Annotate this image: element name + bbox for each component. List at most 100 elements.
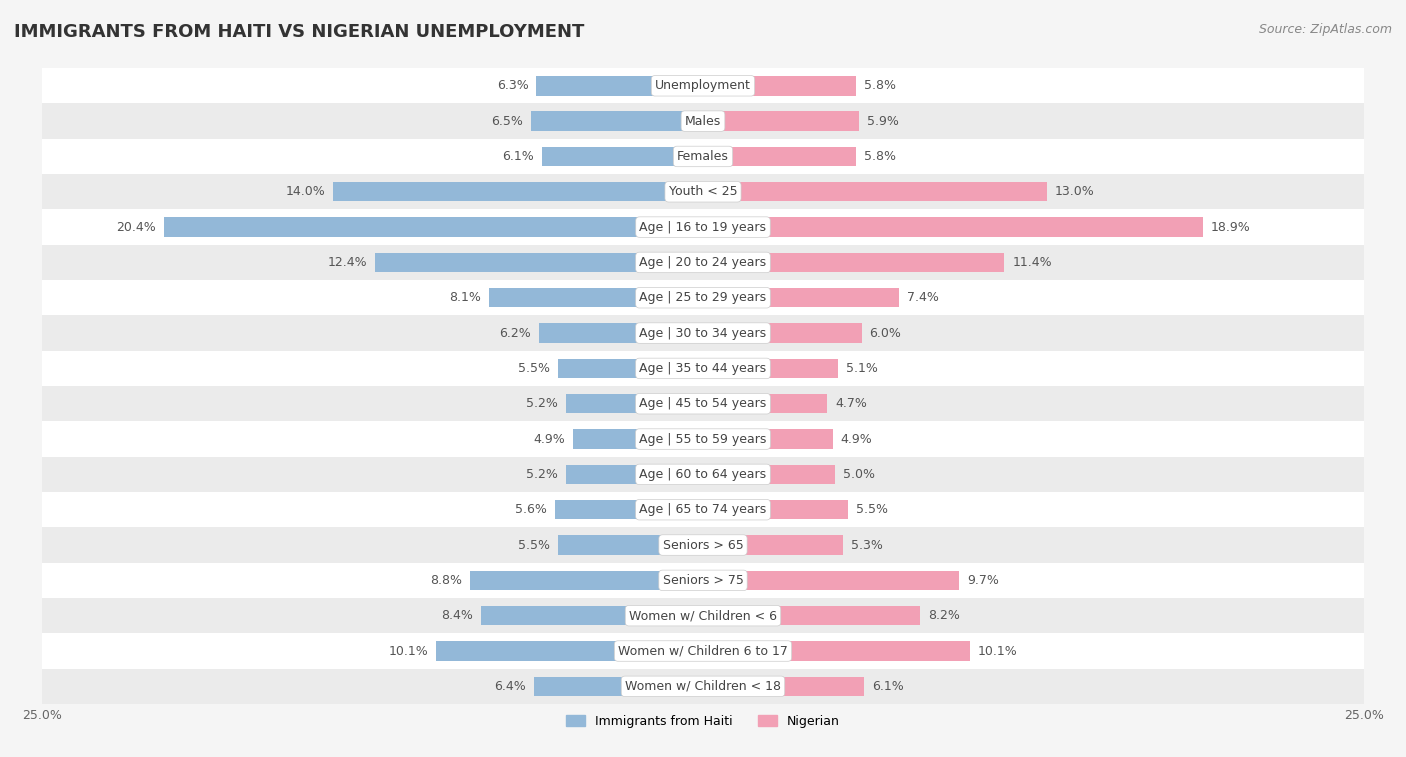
Bar (531, 111, 703, 131)
Bar (163, 217, 703, 237)
Bar (42, 174, 1364, 210)
Text: 8.8%: 8.8% (430, 574, 463, 587)
Bar (538, 323, 703, 343)
Text: 8.4%: 8.4% (441, 609, 472, 622)
Bar (42, 492, 1364, 528)
Text: Age | 35 to 44 years: Age | 35 to 44 years (640, 362, 766, 375)
Bar (42, 668, 1364, 704)
Bar (537, 76, 703, 95)
Text: 18.9%: 18.9% (1211, 220, 1250, 234)
Bar (42, 422, 1364, 456)
Bar (703, 606, 920, 625)
Text: 8.2%: 8.2% (928, 609, 959, 622)
Bar (42, 634, 1364, 668)
Bar (558, 359, 703, 378)
Text: Age | 55 to 59 years: Age | 55 to 59 years (640, 432, 766, 446)
Bar (489, 288, 703, 307)
Legend: Immigrants from Haiti, Nigerian: Immigrants from Haiti, Nigerian (561, 710, 845, 733)
Text: 5.2%: 5.2% (526, 468, 558, 481)
Text: Youth < 25: Youth < 25 (669, 185, 737, 198)
Bar (42, 104, 1364, 139)
Text: 5.5%: 5.5% (856, 503, 889, 516)
Bar (42, 210, 1364, 245)
Text: 13.0%: 13.0% (1054, 185, 1094, 198)
Bar (565, 394, 703, 413)
Bar (703, 182, 1046, 201)
Bar (703, 288, 898, 307)
Text: 4.9%: 4.9% (534, 432, 565, 446)
Bar (42, 68, 1364, 104)
Bar (703, 429, 832, 449)
Text: 12.4%: 12.4% (328, 256, 367, 269)
Text: 6.2%: 6.2% (499, 326, 531, 340)
Bar (42, 139, 1364, 174)
Text: Age | 30 to 34 years: Age | 30 to 34 years (640, 326, 766, 340)
Text: Women w/ Children < 18: Women w/ Children < 18 (626, 680, 780, 693)
Bar (333, 182, 703, 201)
Bar (703, 500, 848, 519)
Text: 6.4%: 6.4% (494, 680, 526, 693)
Text: Age | 20 to 24 years: Age | 20 to 24 years (640, 256, 766, 269)
Text: Women w/ Children 6 to 17: Women w/ Children 6 to 17 (619, 644, 787, 658)
Text: 20.4%: 20.4% (117, 220, 156, 234)
Bar (541, 147, 703, 167)
Text: 5.3%: 5.3% (851, 538, 883, 552)
Bar (42, 456, 1364, 492)
Bar (565, 465, 703, 484)
Text: 10.1%: 10.1% (388, 644, 427, 658)
Bar (42, 350, 1364, 386)
Text: Males: Males (685, 114, 721, 128)
Bar (703, 76, 856, 95)
Text: Women w/ Children < 6: Women w/ Children < 6 (628, 609, 778, 622)
Text: 6.3%: 6.3% (496, 79, 529, 92)
Text: 5.8%: 5.8% (865, 150, 896, 163)
Bar (703, 147, 856, 167)
Text: 4.9%: 4.9% (841, 432, 872, 446)
Text: Age | 16 to 19 years: Age | 16 to 19 years (640, 220, 766, 234)
Text: Age | 45 to 54 years: Age | 45 to 54 years (640, 397, 766, 410)
Text: Females: Females (678, 150, 728, 163)
Bar (471, 571, 703, 590)
Bar (703, 323, 862, 343)
Bar (436, 641, 703, 661)
Text: IMMIGRANTS FROM HAITI VS NIGERIAN UNEMPLOYMENT: IMMIGRANTS FROM HAITI VS NIGERIAN UNEMPL… (14, 23, 585, 41)
Text: 5.2%: 5.2% (526, 397, 558, 410)
Bar (558, 535, 703, 555)
Bar (534, 677, 703, 696)
Text: Unemployment: Unemployment (655, 79, 751, 92)
Bar (42, 598, 1364, 634)
Bar (703, 217, 1202, 237)
Text: 5.5%: 5.5% (517, 538, 550, 552)
Text: 5.6%: 5.6% (515, 503, 547, 516)
Bar (574, 429, 703, 449)
Bar (703, 253, 1004, 273)
Bar (481, 606, 703, 625)
Text: 6.0%: 6.0% (869, 326, 901, 340)
Text: 5.0%: 5.0% (844, 468, 875, 481)
Bar (703, 641, 970, 661)
Bar (703, 359, 838, 378)
Text: 5.1%: 5.1% (846, 362, 877, 375)
Bar (703, 677, 865, 696)
Text: 4.7%: 4.7% (835, 397, 868, 410)
Text: Source: ZipAtlas.com: Source: ZipAtlas.com (1258, 23, 1392, 36)
Bar (42, 316, 1364, 350)
Bar (42, 245, 1364, 280)
Text: 6.1%: 6.1% (502, 150, 534, 163)
Text: 11.4%: 11.4% (1012, 256, 1052, 269)
Bar (703, 111, 859, 131)
Text: 7.4%: 7.4% (907, 291, 938, 304)
Text: 5.9%: 5.9% (868, 114, 898, 128)
Text: 5.8%: 5.8% (865, 79, 896, 92)
Text: 6.5%: 6.5% (491, 114, 523, 128)
Text: Age | 60 to 64 years: Age | 60 to 64 years (640, 468, 766, 481)
Text: Seniors > 65: Seniors > 65 (662, 538, 744, 552)
Text: 14.0%: 14.0% (285, 185, 325, 198)
Bar (42, 562, 1364, 598)
Text: Age | 65 to 74 years: Age | 65 to 74 years (640, 503, 766, 516)
Text: 5.5%: 5.5% (517, 362, 550, 375)
Bar (42, 528, 1364, 562)
Bar (703, 535, 844, 555)
Text: 6.1%: 6.1% (872, 680, 904, 693)
Text: Age | 25 to 29 years: Age | 25 to 29 years (640, 291, 766, 304)
